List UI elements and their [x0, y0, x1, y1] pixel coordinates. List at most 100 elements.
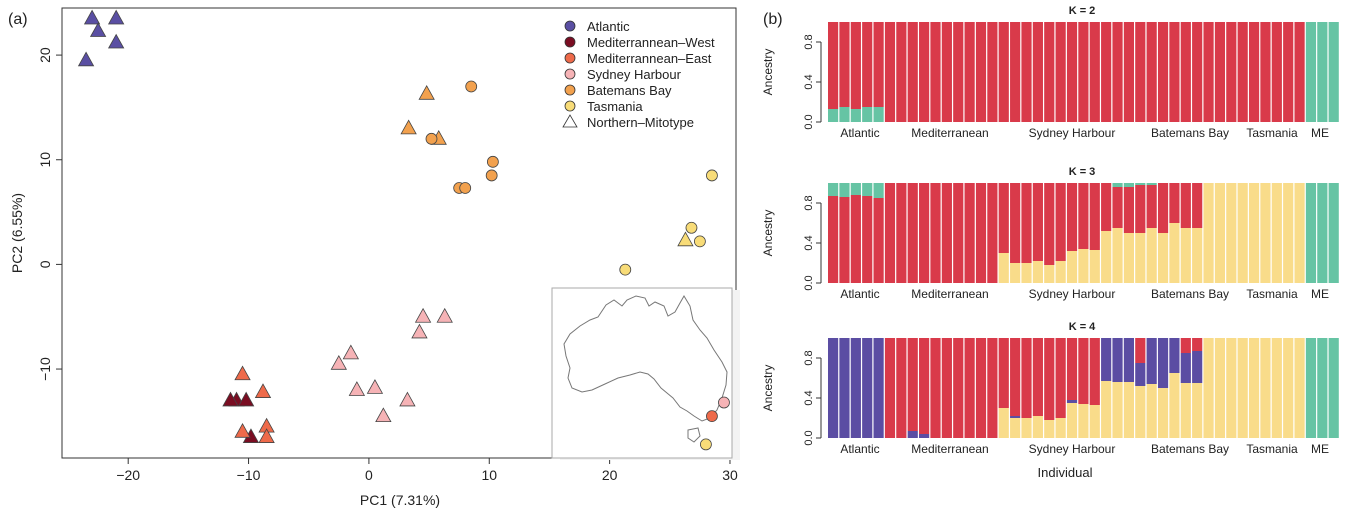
- ancestry-bar-segment: [1135, 363, 1146, 386]
- ancestry-bar-segment: [850, 109, 861, 122]
- structure-y-tick-label: 0.8: [803, 195, 815, 210]
- ancestry-bar-segment: [1248, 338, 1260, 438]
- structure-group-label: ME: [1311, 126, 1329, 140]
- pca-point: [254, 383, 272, 398]
- ancestry-bar-segment: [828, 183, 839, 196]
- ancestry-bar-segment: [930, 338, 941, 438]
- legend-label: Atlantic: [587, 19, 630, 34]
- pca-point: [258, 428, 275, 443]
- ancestry-bar-segment: [1226, 22, 1237, 122]
- ancestry-bar-segment: [1123, 183, 1134, 187]
- pca-point: [706, 169, 718, 182]
- ancestry-bar-segment: [1066, 400, 1078, 403]
- ancestry-bar-segment: [1248, 22, 1260, 122]
- ancestry-bar-segment: [919, 434, 930, 438]
- structure-y-tick-label: 0.8: [803, 34, 815, 49]
- ancestry-bar-segment: [953, 338, 964, 438]
- ancestry-bar-segment: [850, 338, 861, 438]
- ancestry-bar-segment: [1123, 22, 1134, 122]
- ancestry-bar-segment: [998, 183, 1009, 253]
- ancestry-bar-segment: [839, 183, 850, 197]
- pca-point: [418, 84, 435, 100]
- ancestry-bar-segment: [1044, 265, 1055, 283]
- structure-group-label: Atlantic: [840, 442, 879, 456]
- ancestry-bar-segment: [1271, 338, 1282, 438]
- structure-y-tick-label: 0.4: [803, 390, 815, 405]
- ancestry-bar-segment: [1135, 338, 1146, 363]
- ancestry-bar-segment: [1294, 338, 1305, 438]
- pca-point: [718, 396, 730, 409]
- ancestry-bar-segment: [1101, 381, 1112, 438]
- pca-point: [399, 391, 416, 407]
- ancestry-bar-segment: [1055, 183, 1066, 261]
- ancestry-bar-segment: [1169, 338, 1180, 373]
- ancestry-bar-segment: [1294, 22, 1305, 122]
- ancestry-bar-segment: [1123, 233, 1134, 283]
- ancestry-bar-segment: [873, 198, 884, 283]
- legend-marker: [564, 36, 576, 48]
- structure-y-axis-label: Ancestry: [761, 210, 775, 257]
- pca-x-tick-label: −10: [237, 467, 261, 483]
- ancestry-bar-segment: [873, 107, 884, 122]
- ancestry-bar-segment: [1317, 183, 1328, 283]
- ancestry-bar-segment: [1203, 22, 1214, 122]
- structure-panel: (b) K = 2 0.0 0.4 0.8 Ancestry Atlantic Medite…: [761, 5, 1339, 480]
- pca-panel: (a) −20 −10 0 10 20 30 −10 0 10 20 PC1 (7.31%) PC…: [8, 7, 740, 508]
- ancestry-bar-segment: [1214, 183, 1226, 283]
- ancestry-bar-segment: [1157, 338, 1169, 388]
- pca-point: [486, 155, 499, 168]
- ancestry-bar-segment: [1078, 22, 1089, 122]
- pca-y-tick-label: 20: [37, 47, 53, 63]
- ancestry-bar-segment: [1180, 353, 1191, 383]
- ancestry-bar-segment: [1237, 183, 1248, 283]
- ancestry-bar-segment: [862, 196, 873, 283]
- ancestry-bar-segment: [1271, 22, 1282, 122]
- structure-group-label: Mediterranean: [911, 442, 988, 456]
- structure-group-label: Tasmania: [1246, 126, 1298, 140]
- ancestry-bar-segment: [987, 183, 998, 283]
- ancestry-bar-segment: [862, 22, 873, 107]
- ancestry-bar-segment: [839, 22, 850, 107]
- ancestry-bar-segment: [1135, 185, 1146, 233]
- structure-group-label: Mediterranean: [911, 126, 988, 140]
- ancestry-bar-segment: [1226, 183, 1237, 283]
- pca-point: [107, 33, 125, 49]
- structure-group-label: Atlantic: [840, 126, 879, 140]
- ancestry-bar-segment: [1078, 249, 1089, 283]
- panel-b-label: (b): [763, 11, 783, 28]
- ancestry-bar-segment: [1180, 183, 1191, 228]
- ancestry-bar-segment: [1317, 338, 1328, 438]
- ancestry-bar-segment: [1271, 183, 1282, 283]
- australia-map-inset: [551, 287, 740, 460]
- ancestry-bar-segment: [975, 22, 987, 122]
- ancestry-bar-segment: [1214, 338, 1226, 438]
- ancestry-bar-segment: [1101, 183, 1112, 231]
- ancestry-bar-segment: [1112, 183, 1123, 187]
- ancestry-bar-segment: [1010, 263, 1021, 283]
- pca-point: [366, 379, 384, 394]
- ancestry-bar-segment: [1260, 22, 1271, 122]
- ancestry-bar-segment: [907, 22, 918, 122]
- pca-points: [77, 9, 730, 451]
- ancestry-bar-segment: [987, 338, 998, 438]
- ancestry-bar-segment: [862, 107, 873, 122]
- ancestry-bar-segment: [1157, 388, 1169, 438]
- ancestry-bar-segment: [1089, 22, 1100, 122]
- ancestry-bar-segment: [1010, 338, 1021, 416]
- ancestry-bar-segment: [839, 338, 850, 438]
- ancestry-bar-segment: [1089, 338, 1100, 405]
- pca-y-axis-label: PC2 (6.55%): [9, 193, 25, 273]
- ancestry-bar-segment: [1192, 22, 1203, 122]
- ancestry-bar-segment: [1146, 228, 1157, 283]
- ancestry-bar-segment: [1305, 22, 1317, 122]
- ancestry-bar-segment: [873, 22, 884, 107]
- ancestry-bar-segment: [1260, 338, 1271, 438]
- ancestry-bar-segment: [828, 338, 839, 438]
- ancestry-bar-segment: [1283, 338, 1294, 438]
- ancestry-bar-segment: [1123, 382, 1134, 438]
- ancestry-bar-segment: [1214, 22, 1226, 122]
- ancestry-bar-segment: [1283, 183, 1294, 283]
- structure-group-label: Tasmania: [1246, 442, 1298, 456]
- pca-y-tick-label: 0: [37, 260, 53, 268]
